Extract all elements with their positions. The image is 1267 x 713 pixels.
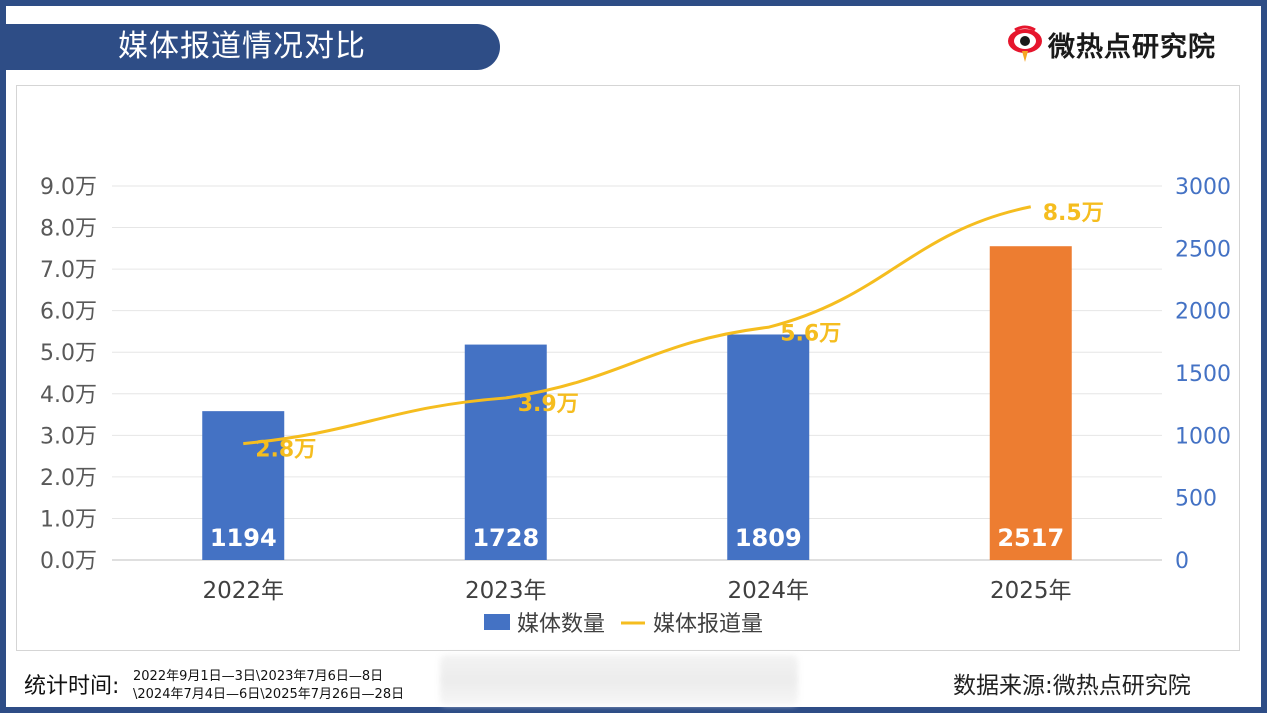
left-tick-label: 9.0万 [40,175,97,200]
grid-lines [112,185,1162,561]
legend: 媒体数量 媒体报道量 [484,612,763,637]
period-line-1: 2022年9月1日—3日\2023年7月6日—8日 [133,669,384,684]
left-tick-label: 8.0万 [40,217,97,242]
brand-name: 微热点研究院 [1048,31,1216,63]
right-tick-label: 0 [1175,549,1189,574]
right-tick-label: 500 [1175,487,1217,512]
bar [202,411,285,560]
period-label: 统计时间: [24,674,120,699]
left-tick-label: 3.0万 [40,424,97,449]
bar [464,344,547,560]
right-tick-label: 3000 [1175,175,1231,200]
x-tick-label: 2025年 [990,578,1072,604]
right-tick-label: 1500 [1175,362,1231,387]
left-tick-label: 0.0万 [40,549,97,574]
period-dates: 2022年9月1日—3日\2023年7月6日—8日 \2024年7月4日—6日\… [133,668,404,704]
left-tick-label: 4.0万 [40,383,97,408]
legend-label-bar: 媒体数量 [517,612,605,637]
left-tick-label: 6.0万 [40,300,97,325]
period-line-2: \2024年7月4日—6日\2025年7月26日—28日 [133,687,405,702]
x-tick-label: 2022年 [202,578,284,604]
right-tick-label: 2000 [1175,300,1231,325]
line-path [243,205,1032,446]
left-tick-label: 2.0万 [40,466,97,491]
page-title: 媒体报道情况对比 [118,29,366,64]
bar-series: 1194 1728 1809 2517 [202,246,1072,561]
legend-swatch-bar [484,614,510,630]
bar-data-label: 1194 [210,524,277,552]
chart-panel: 0.0万 1.0万 2.0万 3.0万 4.0万 5.0万 6.0万 7.0万 8.0万 9.0万… [16,85,1240,651]
left-tick-label: 7.0万 [40,258,97,283]
data-source: 数据来源:微热点研究院 [953,673,1191,699]
combo-chart: 0.0万 1.0万 2.0万 3.0万 4.0万 5.0万 6.0万 7.0万 8.0万 9.0万… [40,175,1231,637]
line-series: 2.8万 3.9万 5.6万 8.5万 [243,201,1104,463]
x-tick-label: 2024年 [727,578,809,604]
x-axis: 2022年 2023年 2024年 2025年 [202,578,1071,604]
bar-data-label: 1728 [472,524,539,552]
line-data-label: 8.5万 [1043,201,1104,226]
left-axis: 0.0万 1.0万 2.0万 3.0万 4.0万 5.0万 6.0万 7.0万 8.0万 9.0万 [40,175,97,574]
blurred-region [440,655,798,705]
left-tick-label: 1.0万 [40,507,97,532]
left-tick-label: 5.0万 [40,341,97,366]
line-data-label: 2.8万 [255,438,316,463]
line-data-label: 3.9万 [518,392,579,417]
x-tick-label: 2023年 [465,578,547,604]
brand: 微热点研究院 [1006,24,1216,64]
right-axis: 0 500 1000 1500 2000 2500 3000 [1175,175,1231,574]
bar-data-label: 1809 [735,524,802,552]
line-data-label: 5.6万 [780,321,841,346]
weibo-eye-logo-icon [1008,25,1042,62]
bar [989,246,1072,561]
right-tick-label: 1000 [1175,424,1231,449]
legend-label-line: 媒体报道量 [653,612,763,637]
right-tick-label: 2500 [1175,237,1231,262]
bar-data-label: 2517 [997,524,1064,552]
title-bar [6,24,500,70]
bar [727,334,810,560]
